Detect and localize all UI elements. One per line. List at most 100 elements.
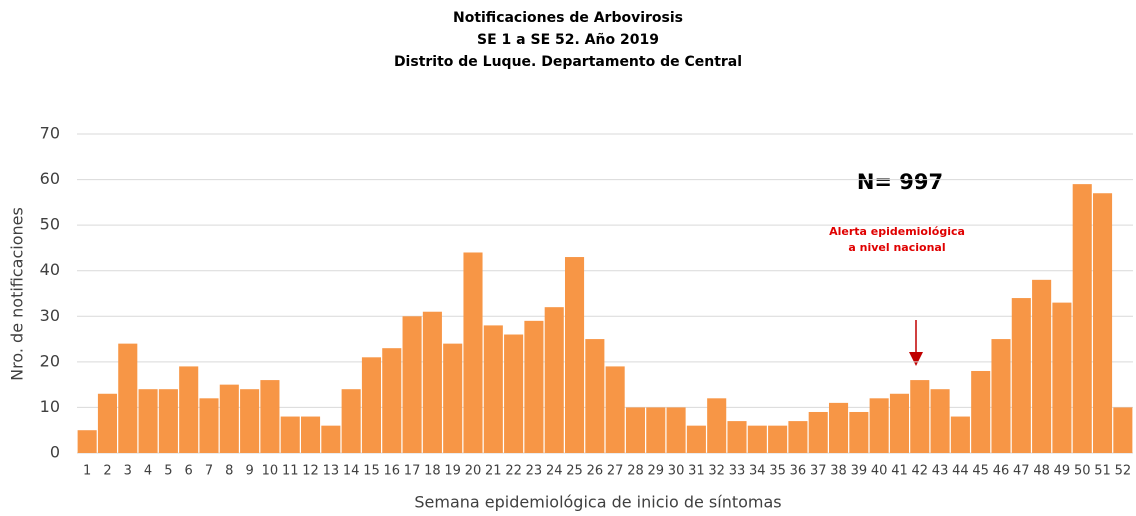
bar (483, 325, 503, 453)
x-tick-label: 18 (424, 464, 441, 479)
bar (869, 398, 889, 453)
x-tick-label: 50 (1074, 464, 1091, 479)
x-tick-label: 6 (185, 464, 193, 479)
x-tick-label: 34 (749, 464, 766, 479)
bar (1092, 193, 1113, 453)
x-tick-label: 16 (383, 464, 400, 479)
x-tick-label: 29 (647, 464, 664, 479)
x-tick-label: 33 (729, 464, 746, 479)
x-tick-label: 30 (668, 464, 685, 479)
x-tick-label: 49 (1054, 464, 1071, 479)
bar (747, 425, 767, 453)
y-tick-label: 0 (50, 443, 60, 462)
x-tick-label: 17 (404, 464, 421, 479)
bar (1072, 184, 1092, 453)
x-tick-label: 40 (871, 464, 888, 479)
x-tick-label: 20 (465, 464, 482, 479)
x-tick-label: 4 (144, 464, 152, 479)
bar (138, 389, 158, 453)
x-tick-label: 13 (323, 464, 340, 479)
x-tick-label: 7 (205, 464, 213, 479)
bar (382, 348, 402, 453)
x-tick-label: 43 (932, 464, 949, 479)
x-tick-label: 3 (124, 464, 132, 479)
x-tick-label: 14 (343, 464, 360, 479)
bar (300, 416, 321, 453)
y-tick-label: 20 (40, 351, 60, 370)
x-tick-label: 26 (587, 464, 604, 479)
x-tick-label: 11 (282, 464, 299, 479)
chart-title: Distrito de Luque. Departamento de Centr… (394, 54, 742, 70)
x-tick-label: 21 (485, 464, 502, 479)
bar (727, 421, 747, 453)
bar (422, 311, 442, 453)
bar (768, 425, 788, 453)
bar (950, 416, 970, 453)
bar (808, 411, 828, 453)
x-tick-label: 51 (1094, 464, 1111, 479)
y-tick-label: 60 (40, 169, 60, 188)
bar (910, 380, 930, 453)
bar (77, 430, 97, 453)
x-tick-label: 48 (1033, 464, 1050, 479)
bar (179, 366, 199, 453)
x-tick-label: 8 (225, 464, 233, 479)
bar (788, 421, 808, 453)
x-tick-label: 39 (851, 464, 868, 479)
x-axis-label: Semana epidemiológica de inicio de sínto… (414, 493, 781, 512)
x-tick-label: 23 (526, 464, 543, 479)
bar (524, 320, 544, 453)
y-axis-label: Nro. de notificaciones (8, 207, 27, 381)
x-tick-label: 27 (607, 464, 624, 479)
x-tick-label: 45 (972, 464, 989, 479)
chart-title: Notificaciones de Arbovirosis (453, 10, 683, 26)
bar (605, 366, 625, 453)
bar (341, 389, 361, 453)
x-tick-label: 44 (952, 464, 969, 479)
bar (585, 339, 605, 453)
x-tick-label: 35 (769, 464, 786, 479)
bar (199, 398, 219, 453)
bar (118, 343, 138, 453)
bar (646, 407, 666, 453)
bar (443, 343, 463, 453)
x-tick-label: 10 (262, 464, 279, 479)
bar (463, 252, 483, 453)
bar (971, 370, 991, 453)
bar (361, 357, 382, 453)
bar (828, 402, 849, 453)
y-tick-label: 40 (40, 260, 60, 279)
bar (930, 389, 950, 453)
x-tick-label: 32 (708, 464, 725, 479)
x-tick-label: 37 (810, 464, 827, 479)
bar (849, 411, 869, 453)
bar (260, 380, 280, 453)
x-tick-label: 1 (83, 464, 91, 479)
bar (564, 257, 585, 453)
x-tick-label: 47 (1013, 464, 1030, 479)
x-tick-label: 15 (363, 464, 380, 479)
x-tick-label: 9 (245, 464, 253, 479)
x-tick-label: 31 (688, 464, 705, 479)
bar (889, 393, 910, 453)
bar (504, 334, 524, 453)
x-tick-label: 12 (302, 464, 319, 479)
bar (544, 307, 564, 453)
bar (1032, 279, 1052, 453)
bar (402, 316, 422, 453)
x-tick-label: 28 (627, 464, 644, 479)
bar (686, 425, 706, 453)
bar (321, 425, 341, 453)
chart-title: SE 1 a SE 52. Año 2019 (477, 32, 659, 48)
bar (991, 339, 1011, 453)
y-tick-label: 30 (40, 306, 60, 325)
bar (158, 389, 178, 453)
x-tick-label: 42 (911, 464, 928, 479)
x-tick-label: 22 (505, 464, 522, 479)
bar (1052, 302, 1072, 453)
bar (280, 416, 300, 453)
x-tick-label: 24 (546, 464, 563, 479)
x-tick-label: 2 (103, 464, 111, 479)
x-tick-label: 19 (444, 464, 461, 479)
